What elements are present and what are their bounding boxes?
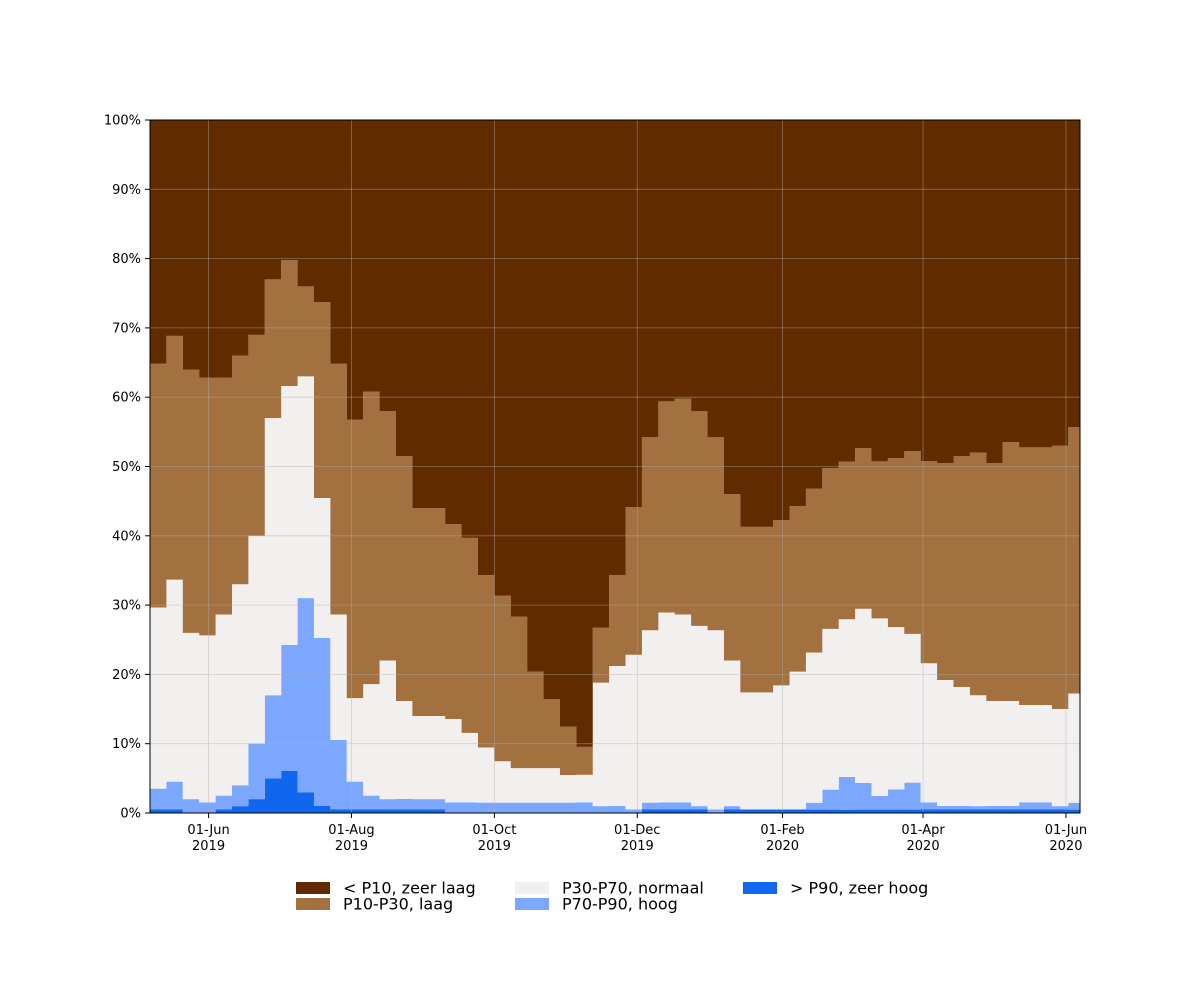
y-tick-label: 0% xyxy=(120,807,141,822)
x-tick-label: 01-Oct xyxy=(472,823,516,838)
legend-label: P70-P90, hoog xyxy=(562,895,678,914)
legend-swatch xyxy=(296,882,330,894)
x-tick-label-year: 2019 xyxy=(478,839,511,854)
area-series-4 xyxy=(150,120,1080,747)
y-tick-label: 40% xyxy=(112,529,141,544)
legend-swatch xyxy=(296,898,330,910)
plot-areas xyxy=(150,120,1080,813)
legend-label: P10-P30, laag xyxy=(343,895,453,914)
y-tick-label: 20% xyxy=(112,668,141,683)
legend-label: P30-P70, normaal xyxy=(562,879,704,898)
x-tick-label-year: 2020 xyxy=(907,839,940,854)
legend-label: > P90, zeer hoog xyxy=(790,879,928,898)
y-tick-label: 60% xyxy=(112,391,141,406)
x-tick-label: 01-Dec xyxy=(614,823,660,838)
x-tick-label-year: 2019 xyxy=(335,839,368,854)
y-tick-label: 30% xyxy=(112,599,141,614)
y-tick-label: 10% xyxy=(112,737,141,752)
area-series-1 xyxy=(150,598,1080,813)
y-tick-label: 100% xyxy=(104,114,141,129)
area-series-2 xyxy=(150,376,1080,810)
area-series-3 xyxy=(150,260,1080,776)
x-tick-label: 01-Apr xyxy=(901,823,945,838)
x-axis: 01-Jun201901-Aug201901-Oct201901-Dec2019… xyxy=(187,813,1087,854)
x-tick-label-year: 2020 xyxy=(1049,839,1082,854)
y-tick-label: 80% xyxy=(112,252,141,267)
legend-item: < P10, zeer laag xyxy=(296,879,476,898)
legend-item: P70-P90, hoog xyxy=(515,895,678,914)
legend-item: > P90, zeer hoog xyxy=(743,879,928,898)
legend-item: P30-P70, normaal xyxy=(515,879,704,898)
area-series-0 xyxy=(150,771,1080,813)
y-tick-label: 50% xyxy=(112,460,141,475)
legend-swatch xyxy=(515,882,549,894)
y-tick-label: 70% xyxy=(112,321,141,336)
x-tick-label: 01-Jun xyxy=(187,823,229,838)
x-tick-label-year: 2020 xyxy=(766,839,799,854)
x-tick-label: 01-Aug xyxy=(328,823,374,838)
legend-item: P10-P30, laag xyxy=(296,895,453,914)
x-tick-label: 01-Feb xyxy=(760,823,804,838)
legend-swatch xyxy=(743,882,777,894)
legend-label: < P10, zeer laag xyxy=(343,879,476,898)
x-tick-label-year: 2019 xyxy=(621,839,654,854)
x-tick-label: 01-Jun xyxy=(1045,823,1087,838)
y-axis: 0% 10% 20% 30% 40% 50% 60% 70% 80% 90% 100% xyxy=(104,114,150,822)
y-tick-label: 90% xyxy=(112,183,141,198)
x-tick-label-year: 2019 xyxy=(192,839,225,854)
legend-swatch xyxy=(515,898,549,910)
